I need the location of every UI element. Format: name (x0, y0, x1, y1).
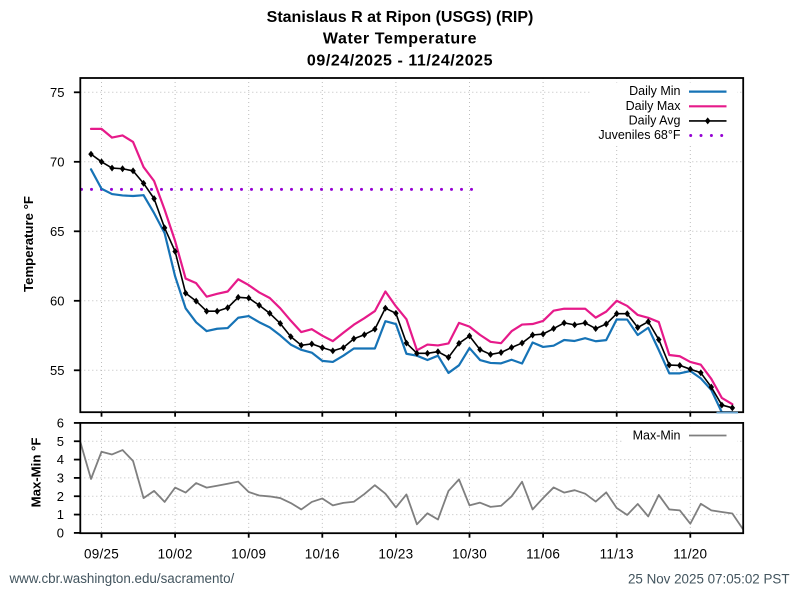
svg-text:10/23: 10/23 (378, 547, 413, 562)
svg-text:11/13: 11/13 (600, 547, 634, 562)
svg-text:60: 60 (50, 293, 64, 308)
svg-text:3: 3 (57, 471, 64, 486)
svg-text:6: 6 (57, 416, 64, 431)
svg-text:11/20: 11/20 (673, 547, 707, 562)
svg-text:11/06: 11/06 (526, 547, 560, 562)
svg-text:4: 4 (57, 452, 64, 467)
svg-text:25 Nov 2025 07:05:02 PST: 25 Nov 2025 07:05:02 PST (628, 572, 790, 587)
svg-text:www.cbr.washington.edu/sacrame: www.cbr.washington.edu/sacramento/ (9, 571, 235, 586)
svg-text:Daily Avg: Daily Avg (629, 114, 681, 128)
svg-text:10/02: 10/02 (158, 547, 193, 562)
svg-text:09/24/2025 - 11/24/2025: 09/24/2025 - 11/24/2025 (307, 53, 493, 70)
svg-text:75: 75 (50, 85, 64, 100)
svg-text:09/25: 09/25 (84, 547, 119, 562)
svg-text:2: 2 (57, 489, 64, 504)
svg-text:Max-Min °F: Max-Min °F (29, 438, 44, 508)
svg-text:10/30: 10/30 (452, 547, 487, 562)
svg-text:10/09: 10/09 (231, 547, 266, 562)
svg-text:Water Temperature: Water Temperature (323, 31, 477, 48)
svg-text:55: 55 (50, 363, 64, 378)
svg-text:Max-Min: Max-Min (633, 428, 681, 442)
svg-text:Juveniles 68°F: Juveniles 68°F (598, 128, 680, 142)
svg-text:1: 1 (57, 507, 64, 522)
svg-text:Daily Max: Daily Max (626, 99, 682, 113)
svg-text:Daily Min: Daily Min (629, 84, 680, 98)
svg-text:Stanislaus R at Ripon (USGS) (: Stanislaus R at Ripon (USGS) (RIP) (267, 9, 534, 26)
svg-text:10/16: 10/16 (305, 547, 340, 562)
svg-text:5: 5 (57, 434, 64, 449)
svg-text:65: 65 (50, 224, 64, 239)
svg-text:Temperature °F: Temperature °F (21, 196, 36, 292)
svg-text:70: 70 (50, 154, 64, 169)
svg-text:0: 0 (57, 526, 64, 541)
